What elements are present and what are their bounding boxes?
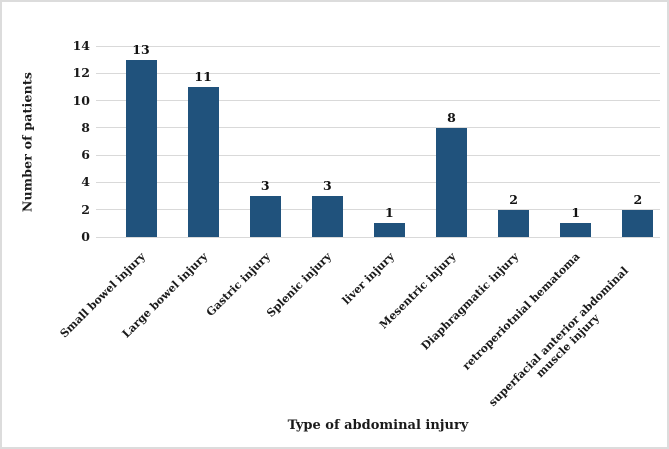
bar-value-label: 11 (194, 68, 212, 84)
x-tick-label: Splenic injury (264, 250, 335, 320)
y-tick-label: 10 (72, 92, 90, 108)
gridline (96, 127, 660, 129)
bar-value-label: 3 (322, 178, 332, 194)
y-tick-label: 6 (81, 147, 90, 163)
bar-value-label: 1 (385, 205, 394, 221)
y-tick-label: 0 (81, 229, 90, 244)
gridline (96, 45, 660, 47)
bar (125, 59, 157, 237)
bar-value-label: 3 (260, 178, 270, 194)
x-axis-title: Type of abdominal injury (287, 418, 469, 433)
bar (498, 209, 530, 237)
gridline (96, 181, 660, 183)
bar (436, 127, 467, 237)
y-tick-label: 14 (72, 38, 90, 53)
y-tick-label: 2 (81, 201, 90, 217)
y-tick-label: 4 (81, 174, 90, 190)
gridline (96, 209, 660, 211)
y-tick-label: 12 (72, 65, 90, 81)
x-tick-label: liver injury (339, 250, 397, 308)
bar-value-label: 1 (571, 205, 581, 221)
gridline (96, 100, 660, 102)
y-tick-label: 8 (81, 119, 90, 135)
bar (373, 223, 405, 237)
bar-value-label: 2 (509, 191, 518, 207)
bar (622, 209, 654, 237)
gridline (96, 236, 660, 238)
bar (311, 196, 343, 237)
x-tick-label: Gastric injury (203, 250, 273, 320)
gridline (96, 154, 660, 156)
bar-value-label: 13 (132, 41, 150, 57)
bar-value-label: 8 (447, 109, 456, 125)
y-axis-title: Number of patients (19, 71, 35, 213)
gridline (96, 72, 660, 74)
bar-value-label: 2 (633, 191, 643, 207)
bar (249, 196, 281, 237)
bar (187, 86, 219, 237)
bar (560, 223, 592, 237)
